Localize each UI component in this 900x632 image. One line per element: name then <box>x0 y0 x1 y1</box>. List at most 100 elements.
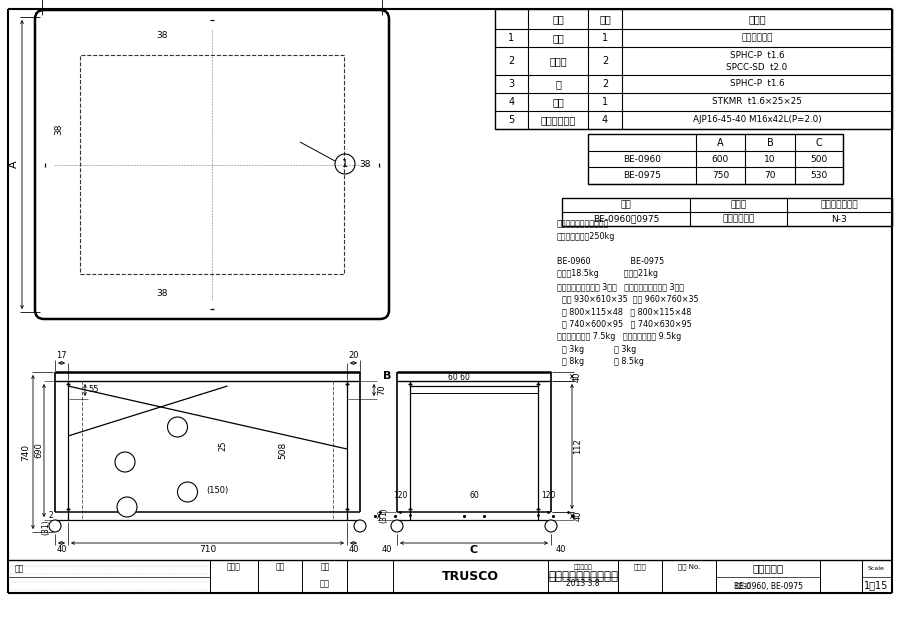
Circle shape <box>545 520 557 532</box>
Text: 脚 740×600×95   脚 740×630×95: 脚 740×600×95 脚 740×630×95 <box>557 320 692 329</box>
Text: SPHC-P  t1.6: SPHC-P t1.6 <box>730 80 784 88</box>
Text: 4: 4 <box>508 97 515 107</box>
Text: 2: 2 <box>175 422 181 432</box>
Text: ダークグレー: ダークグレー <box>723 214 754 224</box>
Text: BE-0960・0975: BE-0960・0975 <box>593 214 659 224</box>
Text: 3: 3 <box>122 457 128 467</box>
Circle shape <box>117 497 137 517</box>
Text: 40: 40 <box>348 545 359 554</box>
Text: 690: 690 <box>34 442 43 458</box>
Text: A: A <box>717 138 724 147</box>
Text: N-3: N-3 <box>832 214 848 224</box>
Text: 脚: 脚 <box>555 79 561 89</box>
Text: 600: 600 <box>712 154 729 164</box>
Text: 2: 2 <box>508 56 515 66</box>
Text: 17: 17 <box>56 351 67 360</box>
Text: 備考: 備考 <box>15 564 24 573</box>
Text: 備　考: 備 考 <box>748 14 766 24</box>
Circle shape <box>177 482 197 502</box>
Text: (31): (31) <box>380 507 389 523</box>
Text: 品番: 品番 <box>621 200 632 209</box>
Bar <box>80 55 344 274</box>
FancyBboxPatch shape <box>35 10 389 319</box>
Text: 20: 20 <box>348 351 359 360</box>
Text: 承　認: 承 認 <box>227 562 241 571</box>
Circle shape <box>49 520 61 532</box>
Text: 55: 55 <box>89 386 99 394</box>
Text: 2: 2 <box>49 511 53 521</box>
Text: 40: 40 <box>572 371 581 382</box>
Text: 1: 1 <box>602 97 608 107</box>
Text: 4: 4 <box>602 115 608 125</box>
Text: B: B <box>382 371 392 381</box>
Text: 2013 3.8: 2013 3.8 <box>566 580 599 588</box>
Text: SPCC-SD  t2.0: SPCC-SD t2.0 <box>726 63 788 71</box>
Text: A: A <box>9 161 19 168</box>
Text: ポリ化粧合板: ポリ化粧合板 <box>742 33 773 42</box>
Bar <box>588 134 843 184</box>
Text: BE-0960, BE-0975: BE-0960, BE-0975 <box>734 581 803 590</box>
Text: 60: 60 <box>469 490 479 499</box>
Text: STKMR  t1.6×25×25: STKMR t1.6×25×25 <box>712 97 802 107</box>
Text: BE-0960: BE-0960 <box>623 154 661 164</box>
Text: 桶 3kg            桶 3kg: 桶 3kg 桶 3kg <box>557 344 636 353</box>
Text: 10: 10 <box>764 154 776 164</box>
Text: AJP16-45-40 M16x42L(P=2.0): AJP16-45-40 M16x42L(P=2.0) <box>693 116 822 125</box>
Text: B: B <box>767 138 773 147</box>
Text: 塗装色: 塗装色 <box>731 200 747 209</box>
Bar <box>562 198 892 226</box>
Text: 設計: 設計 <box>320 562 329 571</box>
Text: SPHC-P  t1.6: SPHC-P t1.6 <box>730 51 784 59</box>
Text: TRUSCO: TRUSCO <box>442 570 499 583</box>
Text: 40: 40 <box>556 545 566 554</box>
Text: 1: 1 <box>508 33 515 43</box>
Text: 1: 1 <box>342 159 348 169</box>
Text: 天板 930×610×35  天板 960×760×35: 天板 930×610×35 天板 960×760×35 <box>557 295 698 303</box>
Text: BE-0975: BE-0975 <box>623 171 661 180</box>
Text: BE-0960                BE-0975: BE-0960 BE-0975 <box>557 257 664 266</box>
Text: アジャスター: アジャスター <box>540 115 576 125</box>
Text: 38: 38 <box>157 288 167 298</box>
Text: 2: 2 <box>602 79 608 89</box>
Text: 上横棧: 上横棧 <box>549 56 567 66</box>
Circle shape <box>391 520 403 532</box>
Text: トラスコ中山株式会社: トラスコ中山株式会社 <box>548 570 618 583</box>
Text: 4: 4 <box>184 487 191 497</box>
Text: 均等静止荷重：250kg: 均等静止荷重：250kg <box>557 232 616 241</box>
Text: (150): (150) <box>206 485 229 494</box>
Text: 昶包重量：天板 7.5kg   昶包重量：天板 9.5kg: 昶包重量：天板 7.5kg 昶包重量：天板 9.5kg <box>557 332 681 341</box>
Text: 508: 508 <box>278 442 287 459</box>
Text: 下棧: 下棧 <box>552 97 564 107</box>
Text: 3: 3 <box>508 79 515 89</box>
Text: (31): (31) <box>41 519 50 535</box>
Text: 名称: 名称 <box>552 14 564 24</box>
Text: 脚 8kg            脚 8.5kg: 脚 8kg 脚 8.5kg <box>557 357 644 366</box>
Text: 図面名称: 図面名称 <box>736 583 751 589</box>
Text: マンセル近似値: マンセル近似値 <box>821 200 859 209</box>
Text: 1：15: 1：15 <box>864 580 888 590</box>
Text: 70: 70 <box>377 385 386 395</box>
Text: 500: 500 <box>810 154 828 164</box>
Text: 森田: 森田 <box>320 580 330 588</box>
Text: 530: 530 <box>810 171 828 180</box>
Text: 740: 740 <box>22 444 31 461</box>
Circle shape <box>354 520 366 532</box>
Text: 25: 25 <box>218 441 227 451</box>
Text: 数量: 数量 <box>599 14 611 24</box>
Text: 設計年月日: 設計年月日 <box>573 564 592 570</box>
Text: 天板: 天板 <box>552 33 564 43</box>
Text: 38: 38 <box>359 160 371 169</box>
Text: C: C <box>470 545 478 555</box>
Text: 5: 5 <box>124 502 130 512</box>
Text: 710: 710 <box>199 545 216 554</box>
Text: 昶包サイズ（昶包数 3）：   昶包サイズ（昶包数 3）：: 昶包サイズ（昶包数 3）： 昶包サイズ（昶包数 3）： <box>557 282 684 291</box>
Text: 桶 800×115×48   桶 800×115×48: 桶 800×115×48 桶 800×115×48 <box>557 307 691 316</box>
Text: 38: 38 <box>55 124 64 135</box>
Circle shape <box>167 417 187 437</box>
Text: 受入 No.: 受入 No. <box>678 564 700 570</box>
Text: Scale: Scale <box>868 566 885 571</box>
Text: 検図: 検図 <box>275 562 284 571</box>
Text: 38: 38 <box>157 32 167 40</box>
Text: 金　額: 金 額 <box>634 564 646 570</box>
Text: 納入形態：ノックダウン: 納入形態：ノックダウン <box>557 219 609 229</box>
